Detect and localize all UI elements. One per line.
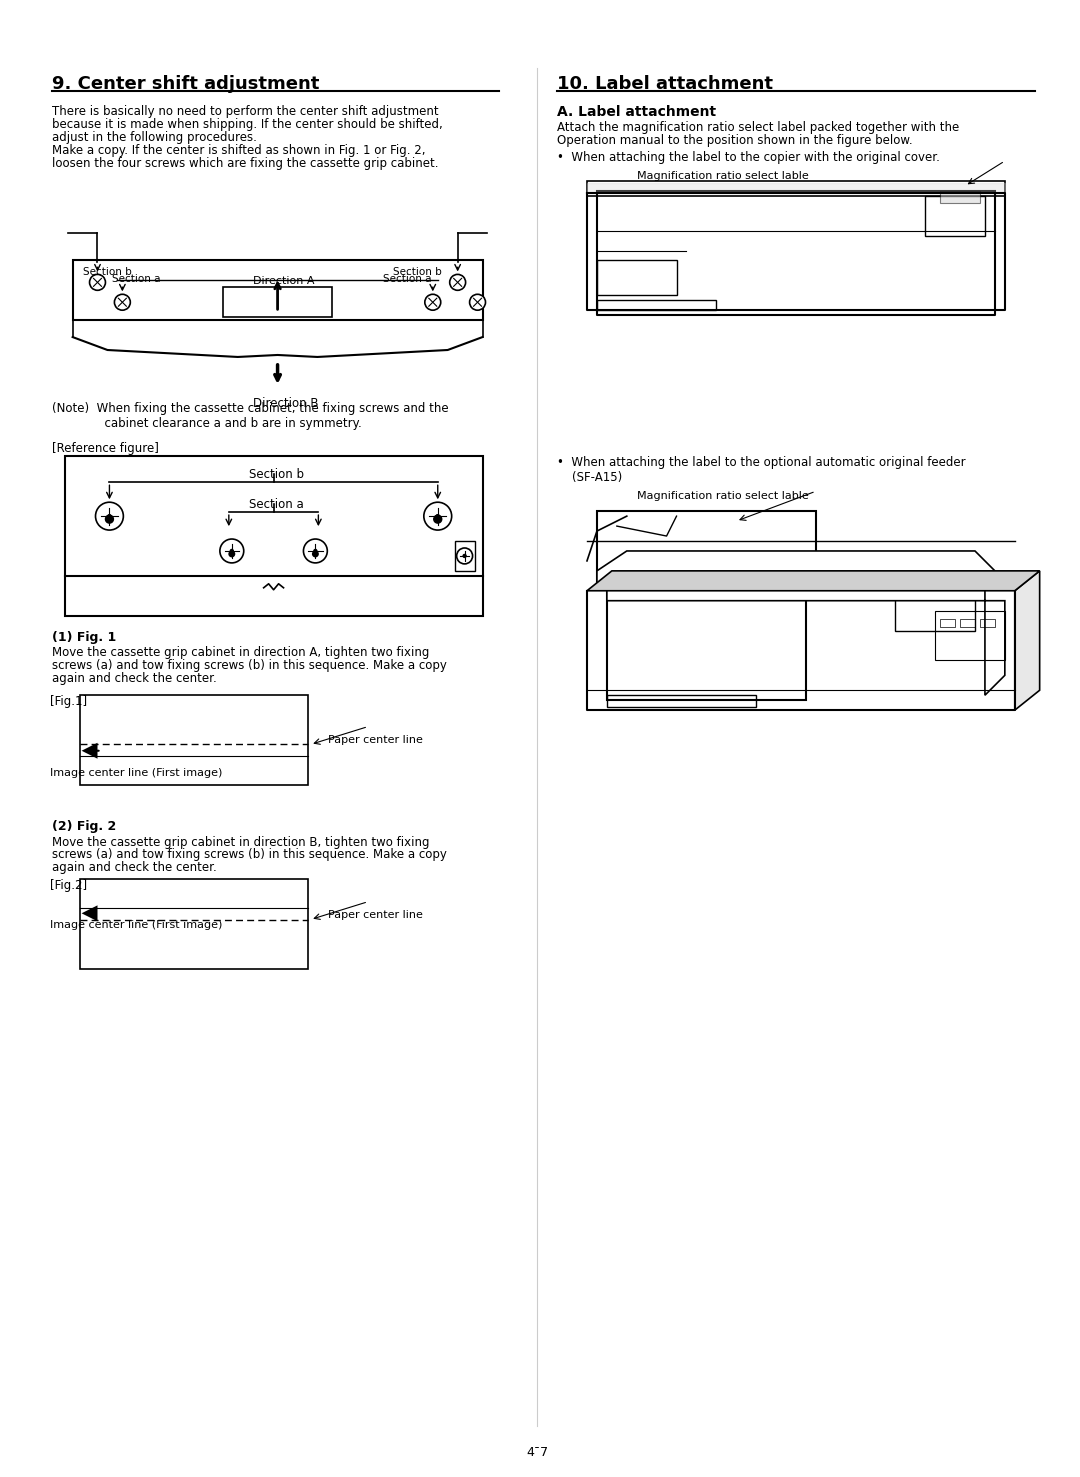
Circle shape: [220, 539, 244, 563]
Text: [Fig.1]: [Fig.1]: [50, 696, 86, 709]
Circle shape: [108, 514, 111, 517]
Text: 9. Center shift adjustment: 9. Center shift adjustment: [52, 75, 319, 93]
Bar: [455, 541, 474, 572]
Bar: [607, 580, 806, 700]
Text: Direction A: Direction A: [253, 276, 314, 287]
Circle shape: [95, 502, 123, 530]
Polygon shape: [82, 905, 97, 922]
Text: Paper center line: Paper center line: [328, 734, 423, 744]
Bar: [222, 288, 333, 318]
Text: Move the cassette grip cabinet in direction B, tighten two fixing: Move the cassette grip cabinet in direct…: [52, 836, 429, 848]
Text: again and check the center.: again and check the center.: [52, 672, 216, 685]
Bar: [935, 610, 1004, 660]
Text: 4¯7: 4¯7: [526, 1446, 549, 1459]
Circle shape: [106, 515, 113, 523]
Bar: [597, 300, 716, 310]
Polygon shape: [588, 183, 1004, 193]
Text: Section b: Section b: [248, 468, 303, 482]
Polygon shape: [597, 551, 995, 586]
Text: Section a: Section a: [112, 275, 161, 285]
Circle shape: [314, 549, 316, 552]
Bar: [597, 191, 995, 310]
Bar: [941, 619, 955, 626]
Text: Magnification ratio select lable: Magnification ratio select lable: [637, 171, 809, 180]
Bar: [941, 191, 980, 202]
Text: Direction B: Direction B: [253, 397, 319, 409]
Circle shape: [303, 539, 327, 563]
Text: Section a: Section a: [248, 498, 303, 511]
Circle shape: [434, 515, 442, 523]
Bar: [895, 586, 975, 631]
Text: adjust in the following procedures.: adjust in the following procedures.: [52, 131, 257, 145]
Text: Operation manual to the position shown in the figure below.: Operation manual to the position shown i…: [557, 134, 913, 148]
Text: 10. Label attachment: 10. Label attachment: [557, 75, 773, 93]
Circle shape: [449, 275, 465, 291]
Bar: [65, 456, 483, 616]
Circle shape: [463, 554, 467, 557]
Circle shape: [230, 549, 233, 552]
Circle shape: [436, 514, 440, 517]
Text: A. Label attachment: A. Label attachment: [557, 105, 716, 120]
Circle shape: [114, 294, 131, 310]
Bar: [980, 619, 995, 626]
Circle shape: [424, 294, 441, 310]
Text: screws (a) and tow fixing screws (b) in this sequence. Make a copy: screws (a) and tow fixing screws (b) in …: [52, 659, 447, 672]
Text: •  When attaching the label to the optional automatic original feeder
    (SF-A1: • When attaching the label to the option…: [557, 456, 966, 484]
Text: again and check the center.: again and check the center.: [52, 861, 216, 874]
Bar: [597, 511, 815, 586]
Text: Image center line (First image): Image center line (First image): [50, 920, 222, 931]
Text: (1) Fig. 1: (1) Fig. 1: [52, 631, 116, 644]
Text: Magnification ratio select lable: Magnification ratio select lable: [637, 492, 809, 501]
Text: (Note)  When fixing the cassette cabinet, the fixing screws and the
            : (Note) When fixing the cassette cabinet,…: [52, 402, 448, 430]
Bar: [80, 879, 309, 969]
Text: [Fig.2]: [Fig.2]: [50, 879, 86, 892]
Text: Paper center line: Paper center line: [328, 910, 423, 920]
Text: Image center line (First image): Image center line (First image): [50, 768, 222, 778]
Polygon shape: [82, 743, 97, 759]
Text: Attach the magnification ratio select label packed together with the: Attach the magnification ratio select la…: [557, 121, 959, 134]
Polygon shape: [588, 572, 1040, 591]
Text: screws (a) and tow fixing screws (b) in this sequence. Make a copy: screws (a) and tow fixing screws (b) in …: [52, 848, 447, 861]
Text: Section b: Section b: [82, 267, 132, 278]
Text: Section b: Section b: [393, 267, 442, 278]
Text: [Reference figure]: [Reference figure]: [52, 442, 159, 455]
Circle shape: [228, 551, 235, 557]
Text: because it is made when shipping. If the center should be shifted,: because it is made when shipping. If the…: [52, 118, 443, 131]
Text: Make a copy. If the center is shifted as shown in Fig. 1 or Fig. 2,: Make a copy. If the center is shifted as…: [52, 145, 426, 157]
Circle shape: [457, 548, 473, 564]
Polygon shape: [1015, 572, 1040, 710]
Circle shape: [470, 294, 486, 310]
Text: There is basically no need to perform the center shift adjustment: There is basically no need to perform th…: [52, 105, 438, 118]
Circle shape: [312, 551, 319, 557]
Bar: [597, 260, 676, 295]
Text: Move the cassette grip cabinet in direction A, tighten two fixing: Move the cassette grip cabinet in direct…: [52, 647, 429, 659]
Bar: [960, 619, 975, 626]
Text: •  When attaching the label to the copier with the original cover.: • When attaching the label to the copier…: [557, 151, 940, 164]
Bar: [80, 696, 309, 784]
Text: (2) Fig. 2: (2) Fig. 2: [52, 820, 116, 833]
Bar: [926, 196, 985, 236]
Circle shape: [423, 502, 451, 530]
Text: loosen the four screws which are fixing the cassette grip cabinet.: loosen the four screws which are fixing …: [52, 157, 438, 170]
Text: Section a: Section a: [383, 275, 432, 285]
Bar: [72, 260, 483, 321]
Polygon shape: [607, 586, 1004, 696]
Bar: [607, 696, 756, 707]
Circle shape: [90, 275, 106, 291]
Bar: [588, 180, 1004, 196]
